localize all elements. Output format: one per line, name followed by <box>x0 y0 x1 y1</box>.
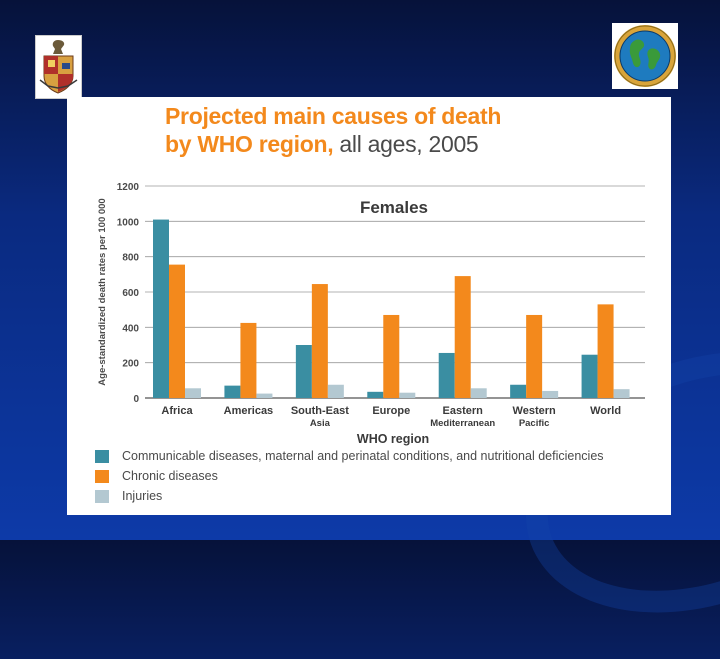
legend-label: Chronic diseases <box>122 469 218 483</box>
y-tick-label: 800 <box>122 253 139 264</box>
x-tick-label: Eastern <box>443 405 484 417</box>
chart-title-light: all ages, 2005 <box>339 131 479 157</box>
globe-seal-logo <box>612 23 678 89</box>
x-tick-label-line2: Mediterranean <box>430 418 495 429</box>
university-crest-logo <box>35 35 82 99</box>
y-tick-label: 200 <box>122 359 139 370</box>
bar-1 <box>295 345 312 398</box>
chart-title-line-1: Projected main causes of death <box>165 103 502 129</box>
bar-3 <box>613 389 630 398</box>
bar-2 <box>383 314 400 398</box>
x-tick-label: Western <box>513 405 556 417</box>
y-tick-label: 1000 <box>117 217 140 228</box>
y-tick-label: 1200 <box>117 182 140 193</box>
bar-1 <box>438 352 455 398</box>
bar-2 <box>454 276 471 398</box>
legend-swatch <box>95 450 109 463</box>
legend-swatch <box>95 470 109 483</box>
bar-2 <box>169 264 185 398</box>
x-axis-label: WHO region <box>357 432 429 446</box>
y-tick-label: 0 <box>133 394 139 405</box>
bar-chart: 0 200 400 600 800 1000 1200 Females Age-standard… <box>97 182 645 446</box>
chart-title-bold: by WHO region, <box>165 131 334 157</box>
y-axis-label: Age-standardized death rates per 100 000 <box>97 198 108 385</box>
x-tick-label: Europe <box>372 405 410 417</box>
bar-1 <box>153 219 169 398</box>
globe-icon <box>614 25 676 87</box>
x-tick-label: Americas <box>224 405 274 417</box>
bar-3 <box>327 384 344 398</box>
bar-2 <box>597 304 614 398</box>
x-tick-label: Africa <box>161 405 193 417</box>
legend-label: Injuries <box>122 489 163 503</box>
bar-2 <box>240 322 257 398</box>
bar-3 <box>185 388 201 398</box>
bar-3 <box>542 390 559 398</box>
y-tick-label: 400 <box>122 323 139 334</box>
bar-1 <box>367 391 384 398</box>
y-tick-label: 600 <box>122 288 139 299</box>
chart-subtitle: Females <box>360 198 428 217</box>
x-tick-label: South-East <box>291 405 349 417</box>
bar-3 <box>256 393 273 398</box>
x-tick-label-line2: Asia <box>310 418 331 429</box>
crest-icon <box>39 40 78 94</box>
bar-2 <box>311 284 328 398</box>
bar-1 <box>510 384 527 398</box>
bar-1 <box>224 385 241 398</box>
x-tick-label: World <box>590 405 621 417</box>
chart-figure: Projected main causes of death by WHO re… <box>67 97 671 515</box>
bar-1 <box>581 354 598 398</box>
bar-3 <box>399 392 416 398</box>
bar-3 <box>470 388 487 398</box>
chart-title-line-2: by WHO region, all ages, 2005 <box>165 131 479 158</box>
legend-swatch <box>95 490 109 503</box>
bar-2 <box>526 314 543 398</box>
legend-label: Communicable diseases, maternal and peri… <box>122 449 604 463</box>
x-tick-label-line2: Pacific <box>519 418 550 429</box>
